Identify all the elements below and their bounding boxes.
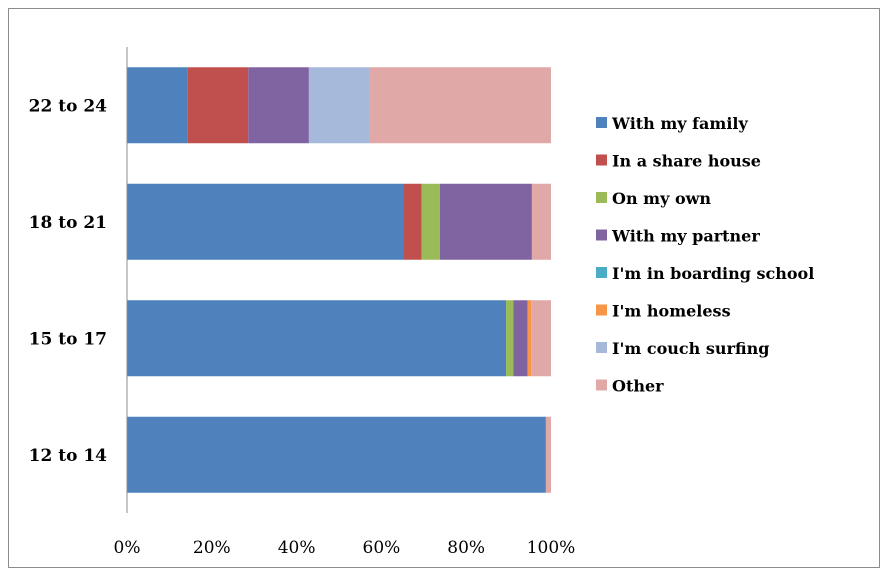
bar-segment-15-to-17-7 xyxy=(531,300,551,377)
bar-segment-18-to-21-2 xyxy=(421,183,440,260)
bar-segment-22-to-24-6 xyxy=(308,67,370,144)
x-tick-label: 40% xyxy=(278,538,316,558)
x-tick-label: 100% xyxy=(527,538,576,558)
bar-segment-22-to-24-7 xyxy=(369,67,551,144)
legend-swatch xyxy=(596,117,607,128)
bars-layer xyxy=(127,67,551,493)
x-tick-label: 80% xyxy=(447,538,485,558)
legend-label: With my family xyxy=(611,114,748,133)
x-tick-label: 20% xyxy=(193,538,231,558)
bar-segment-12-to-14-0 xyxy=(127,416,546,493)
legend-label: In a share house xyxy=(612,152,761,171)
bar-segment-18-to-21-7 xyxy=(531,183,551,260)
category-labels: 22 to 24 18 to 21 15 to 17 12 to 14 xyxy=(29,96,108,466)
bar-segment-18-to-21-1 xyxy=(403,183,422,260)
legend-swatch xyxy=(596,154,607,166)
category-label: 15 to 17 xyxy=(29,329,107,349)
legend-label: With my partner xyxy=(611,227,760,246)
category-label: 18 to 21 xyxy=(29,213,107,233)
x-axis-ticks: 0% 20% 40% 60% 80% 100% xyxy=(114,538,576,558)
legend-swatch xyxy=(596,342,607,353)
legend-swatch xyxy=(596,379,607,391)
bar-segment-18-to-21-0 xyxy=(127,183,404,260)
bar-segment-15-to-17-3 xyxy=(513,300,528,377)
legend-swatch xyxy=(596,192,607,203)
legend-label: I'm in boarding school xyxy=(612,264,814,283)
legend-swatch xyxy=(596,229,607,241)
legend-swatch xyxy=(596,267,607,278)
legend-swatch xyxy=(596,304,607,316)
legend: With my family In a share house On my own W… xyxy=(596,114,814,396)
bar-segment-22-to-24-1 xyxy=(187,67,249,144)
legend-label: I'm couch surfing xyxy=(612,339,769,358)
x-tick-label: 60% xyxy=(363,538,401,558)
category-label: 22 to 24 xyxy=(29,96,108,116)
bar-segment-15-to-17-0 xyxy=(127,300,507,377)
legend-label: Other xyxy=(612,377,664,396)
legend-label: I'm homeless xyxy=(612,302,731,321)
bar-segment-12-to-14-7 xyxy=(545,416,551,493)
bar-segment-15-to-17-2 xyxy=(506,300,514,377)
bar-segment-22-to-24-0 xyxy=(127,67,188,144)
bar-segment-15-to-17-5 xyxy=(527,300,532,377)
category-label: 12 to 14 xyxy=(29,446,108,466)
legend-label: On my own xyxy=(612,189,711,208)
x-tick-label: 0% xyxy=(114,538,141,558)
bar-segment-18-to-21-3 xyxy=(439,183,532,260)
bar-segment-22-to-24-3 xyxy=(248,67,309,144)
